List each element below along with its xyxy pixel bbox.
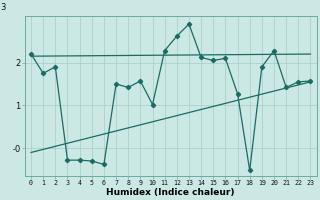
X-axis label: Humidex (Indice chaleur): Humidex (Indice chaleur)	[107, 188, 235, 197]
Text: 3: 3	[1, 3, 6, 12]
